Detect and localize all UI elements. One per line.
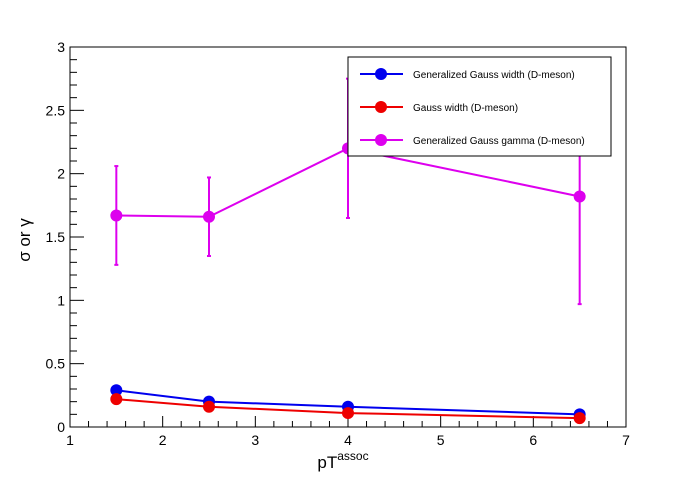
legend-label: Generalized Gauss width (D-meson) (413, 70, 575, 81)
data-point (110, 384, 123, 397)
legend: Generalized Gauss width (D-meson) Gauss w… (347, 56, 612, 157)
y-tick-label: 0.5 (46, 356, 66, 372)
legend-item: Generalized Gauss gamma (D-meson) (360, 134, 585, 147)
data-point (110, 209, 123, 222)
series-group (110, 393, 586, 425)
y-tick-label: 2 (57, 166, 65, 182)
legend-item: Gauss width (D-meson) (360, 101, 518, 114)
y-axis-title: σ or γ (15, 218, 34, 262)
data-point (573, 190, 586, 203)
x-tick-label: 1 (66, 432, 74, 448)
series-line (116, 147, 580, 218)
x-tick-label: 4 (344, 432, 352, 448)
legend-marker (375, 68, 387, 80)
x-tick-label: 2 (159, 432, 167, 448)
legend-label: Gauss width (D-meson) (413, 103, 518, 114)
series-line (116, 389, 580, 416)
series-line (116, 398, 580, 420)
data-point (203, 210, 215, 223)
data-point (573, 412, 586, 425)
x-tick-label: 7 (622, 432, 630, 448)
y-tick-label: 0 (57, 419, 65, 435)
y-tick-label: 1.5 (46, 229, 66, 245)
x-axis-title-main: pT (317, 453, 337, 472)
data-point (203, 400, 215, 413)
x-axis-title: pTassoc (317, 449, 368, 472)
legend-marker (375, 101, 387, 113)
x-axis-title-sup: assoc (337, 449, 368, 463)
y-tick-label: 1 (57, 292, 65, 308)
legend-item: Generalized Gauss width (D-meson) (360, 68, 575, 81)
data-point (342, 407, 354, 420)
y-tick-label: 2.5 (46, 102, 66, 118)
y-tick-label: 3 (57, 39, 65, 55)
legend-marker (375, 134, 387, 146)
series-group (110, 77, 586, 306)
x-tick-label: 5 (437, 432, 445, 448)
x-tick-label: 6 (529, 432, 537, 448)
x-tick-label: 3 (251, 432, 259, 448)
legend-label: Generalized Gauss gamma (D-meson) (413, 136, 585, 147)
data-point (110, 393, 123, 406)
